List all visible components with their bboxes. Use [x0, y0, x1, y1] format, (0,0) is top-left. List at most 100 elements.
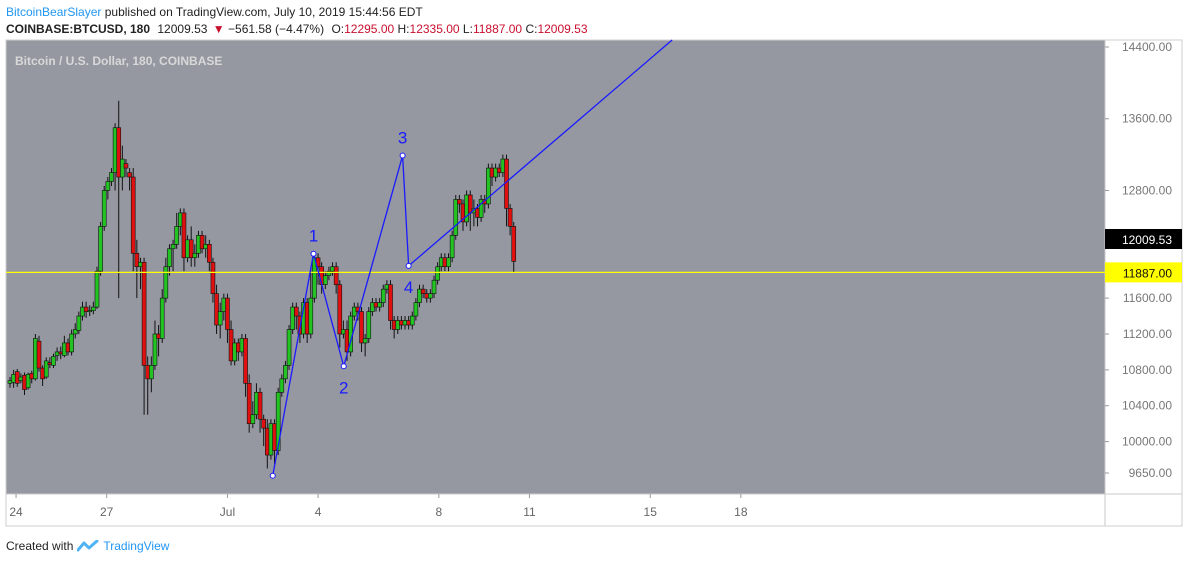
candle-up: [417, 284, 422, 308]
candle-down: [420, 284, 426, 299]
candle-body: [181, 212, 187, 259]
candle-body: [87, 310, 93, 312]
candle-body: [163, 266, 169, 299]
candle-down: [83, 301, 89, 318]
candles-layer: [7, 100, 517, 469]
candle-body: [417, 288, 422, 303]
candle-body: [275, 391, 281, 451]
candle-body: [359, 311, 364, 344]
candle-body: [105, 181, 111, 191]
candle-body: [380, 288, 386, 303]
tradingview-logo-icon: [77, 540, 99, 552]
chart-plot-area[interactable]: [6, 40, 1105, 494]
candle-body: [217, 311, 223, 326]
candle-body: [250, 414, 256, 424]
time-axis[interactable]: [5, 493, 1106, 527]
candle-up: [163, 257, 169, 303]
wave-anchor-point: [269, 472, 276, 479]
tradingview-link[interactable]: TradingView: [103, 539, 170, 553]
candle-body: [225, 297, 230, 330]
candle-down: [207, 239, 212, 272]
candle-body: [337, 284, 343, 335]
candle-down: [214, 284, 219, 334]
candle-down: [225, 293, 230, 343]
price-change: −561.58 (−4.47%): [228, 22, 325, 36]
candle-body: [507, 208, 513, 227]
down-arrow-icon: ▼: [212, 22, 225, 36]
candle-up: [51, 353, 56, 369]
candle-body: [98, 226, 103, 272]
candle-down: [257, 387, 263, 433]
candle-up: [69, 329, 74, 356]
price-tick-label: 14400.00: [1122, 40, 1172, 54]
candle-body: [435, 266, 440, 281]
author-link[interactable]: BitcoinBearSlayer: [6, 5, 102, 19]
candle-body: [322, 275, 328, 285]
candle-up: [290, 302, 295, 334]
time-tick-label: 15: [644, 505, 658, 519]
candle-up: [192, 244, 198, 267]
candle-body: [428, 293, 433, 299]
candle-up: [174, 212, 180, 249]
candle-down: [457, 194, 462, 213]
candle-body: [83, 306, 89, 312]
candle-up: [72, 323, 78, 339]
candle-down: [246, 374, 252, 433]
candle-body: [116, 127, 122, 178]
candle-down: [511, 221, 517, 273]
candle-body: [413, 302, 419, 317]
candle-up: [446, 253, 451, 272]
candle-down: [507, 203, 513, 236]
candle-up: [152, 320, 158, 370]
candle-up: [250, 401, 256, 429]
candle-up: [449, 230, 455, 263]
candle-down: [210, 257, 216, 303]
candle-body: [449, 235, 455, 259]
overlay-layer: 1 2 3 4: [6, 39, 1105, 479]
symbol-name: COINBASE:BTCUSD, 180: [6, 22, 151, 36]
wave-label-2: 2: [339, 378, 348, 397]
time-tick-label: Jul: [220, 505, 235, 519]
close-value: 12009.53: [537, 22, 588, 36]
candle-body: [257, 391, 263, 420]
candle-down: [130, 168, 136, 272]
wave-anchor-point: [340, 363, 347, 370]
candle-up: [286, 325, 292, 370]
price-tick-label: 11200.00: [1123, 327, 1172, 341]
candle-body: [141, 261, 147, 366]
candle-body: [246, 383, 252, 424]
wave-anchor-point: [405, 262, 412, 269]
time-tick-label: 11: [523, 505, 536, 519]
low-label: L:: [462, 22, 473, 36]
candle-up: [91, 301, 96, 315]
candle-body: [130, 176, 136, 254]
candle-down: [141, 257, 147, 415]
candle-body: [149, 365, 154, 380]
wave-label-4: 4: [404, 278, 413, 297]
candle-up: [326, 266, 332, 281]
candle-body: [388, 284, 393, 321]
chart-title: Bitcoin / U.S. Dollar, 180, COINBASE: [15, 54, 222, 68]
candle-body: [214, 293, 219, 326]
publish-line: BitcoinBearSlayer published on TradingVi…: [6, 5, 423, 19]
candle-up: [428, 289, 433, 303]
candle-down: [188, 226, 194, 267]
low-value: 11887.00: [472, 22, 523, 36]
candle-body: [446, 257, 451, 268]
candle-up: [43, 357, 49, 379]
candle-up: [348, 311, 353, 357]
candle-body: [127, 172, 132, 178]
time-axis-labels: 24 27 Jul 4 8 11 15 18: [9, 494, 748, 519]
price-tick-label: 10000.00: [1122, 435, 1172, 449]
created-with-text: Created with: [6, 539, 74, 553]
candle-body: [377, 302, 382, 308]
price-tick-label: 10800.00: [1122, 363, 1172, 377]
candle-up: [413, 298, 419, 321]
candle-body: [279, 378, 285, 393]
wave-label-1: 1: [309, 227, 318, 246]
candle-body: [366, 311, 372, 339]
candle-body: [431, 279, 437, 294]
candle-down: [243, 333, 248, 397]
candle-body: [210, 261, 216, 294]
